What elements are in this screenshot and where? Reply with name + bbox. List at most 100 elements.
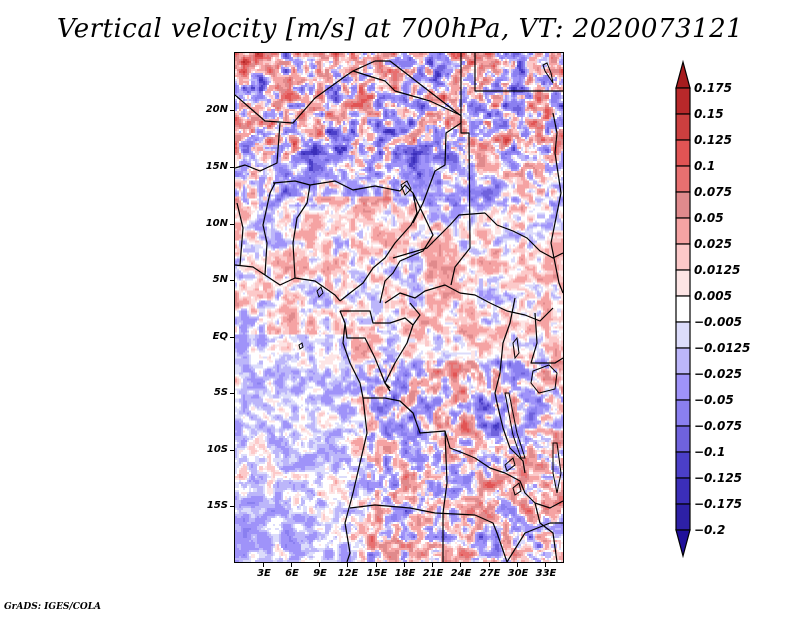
x-tick: [319, 562, 320, 567]
border-libya-egypt: [474, 53, 563, 92]
x-tick: [291, 562, 292, 567]
x-tick: [460, 562, 461, 567]
colorbar-box: [675, 373, 691, 401]
colorbar-extend-max: [675, 59, 691, 89]
colorbar-label: 0.175: [694, 81, 732, 95]
colorbar-label: 0.15: [694, 107, 724, 121]
x-tick-label: 18E: [394, 568, 416, 579]
border-cotedivoire: [236, 202, 244, 266]
colorbar-box: [675, 269, 691, 297]
border-mozambique: [534, 502, 558, 562]
colorbar-box: [675, 503, 691, 531]
coast-gabon-congo: [339, 310, 364, 399]
border-nigeria-cameroon: [339, 192, 418, 302]
x-tick: [545, 562, 546, 567]
x-tick-label: 27E: [479, 568, 501, 579]
colorbar-label: −0.075: [694, 419, 743, 433]
border-niger-libya: [352, 70, 461, 116]
sao-tome: [298, 342, 304, 350]
x-tick-label: 3E: [257, 568, 271, 579]
y-tick-label: 10N: [205, 218, 228, 229]
y-tick: [230, 280, 235, 281]
colorbar-label: 0.05: [694, 211, 724, 225]
colorbar-box: [675, 295, 691, 323]
colorbar-box: [675, 347, 691, 375]
y-tick: [230, 110, 235, 111]
colorbar-label: 0.1: [694, 159, 716, 173]
colorbar-box: [675, 399, 691, 427]
colorbar-box: [675, 191, 691, 219]
x-tick-label: 15E: [366, 568, 388, 579]
border-drc-angola-north: [363, 397, 491, 469]
colorbar-label: −0.1: [694, 445, 726, 459]
x-tick: [489, 562, 490, 567]
border-ghana-togo: [262, 182, 276, 276]
map-plot-area: [234, 52, 564, 563]
colorbar-box: [675, 113, 691, 141]
x-tick: [432, 562, 433, 567]
colorbar-box: [675, 321, 691, 349]
colorbar-box: [675, 243, 691, 271]
x-tick-label: 33E: [535, 568, 557, 579]
coast-angola: [344, 397, 368, 562]
colorbar-label: −0.005: [694, 315, 743, 329]
colorbar-box: [675, 451, 691, 479]
colorbar-box: [675, 165, 691, 193]
border-uganda-kenya: [530, 312, 563, 364]
y-tick-label: 5N: [212, 274, 228, 285]
lake-bangweulu: [512, 482, 522, 496]
vertical-velocity-field: [235, 53, 563, 562]
lake-chad: [400, 180, 412, 196]
colorbar-label: −0.0125: [694, 341, 751, 355]
x-tick: [347, 562, 348, 567]
border-ethiopia: [550, 112, 563, 294]
map-frame-border: [234, 52, 564, 563]
x-tick: [376, 562, 377, 567]
x-tick-label: 21E: [422, 568, 444, 579]
colorbar-extend-min: [675, 529, 691, 559]
border-angola-zambia: [442, 513, 508, 562]
lake-tanganyika: [504, 392, 526, 459]
lake-victoria: [530, 364, 558, 394]
x-tick: [263, 562, 264, 567]
colorbar-label: −0.025: [694, 367, 743, 381]
colorbar-label: 0.005: [694, 289, 732, 303]
chart-title: Vertical velocity [m/s] at 700hPa, VT: 2…: [56, 14, 744, 44]
border-angola-namibia: [349, 504, 476, 516]
country-borders: [235, 53, 563, 562]
border-mali-niger: [235, 122, 281, 172]
colorbar-label: 0.0125: [694, 263, 741, 277]
border-sudan-southsudan: [484, 212, 563, 259]
border-zambia-south: [506, 522, 563, 562]
border-drc-tanzania: [496, 402, 526, 474]
y-tick-label: 15S: [206, 500, 228, 511]
border-benin: [292, 184, 311, 279]
border-congo-drc: [384, 302, 421, 392]
y-tick-label: 10S: [206, 444, 228, 455]
y-tick-label: 15N: [205, 161, 228, 172]
colorbar-box: [675, 477, 691, 505]
colorbar-label: 0.025: [694, 237, 732, 251]
lake-mweru: [504, 457, 516, 472]
border-car-chad: [392, 212, 486, 259]
border-southsudan-drc: [489, 302, 554, 322]
colorbar-label: 0.125: [694, 133, 732, 147]
colorbar-box: [675, 425, 691, 453]
lake-nasser: [542, 62, 554, 84]
border-drc-uganda: [494, 297, 516, 404]
bioko-island: [316, 286, 324, 298]
y-tick: [230, 337, 235, 338]
y-tick: [230, 224, 235, 225]
colorbar-label: 0.075: [694, 185, 732, 199]
y-tick: [230, 393, 235, 394]
grads-credit: GrADS: IGES/COLA: [4, 602, 102, 612]
x-tick-label: 30E: [507, 568, 529, 579]
colorbar-box: [675, 139, 691, 167]
border-car-south: [384, 284, 491, 304]
border-niger-nigeria: [272, 180, 414, 194]
x-tick-label: 6E: [285, 568, 299, 579]
coast-gulf-of-guinea: [235, 264, 341, 302]
x-tick: [404, 562, 405, 567]
lake-albert: [512, 336, 520, 360]
border-zambia-drc: [489, 467, 563, 509]
